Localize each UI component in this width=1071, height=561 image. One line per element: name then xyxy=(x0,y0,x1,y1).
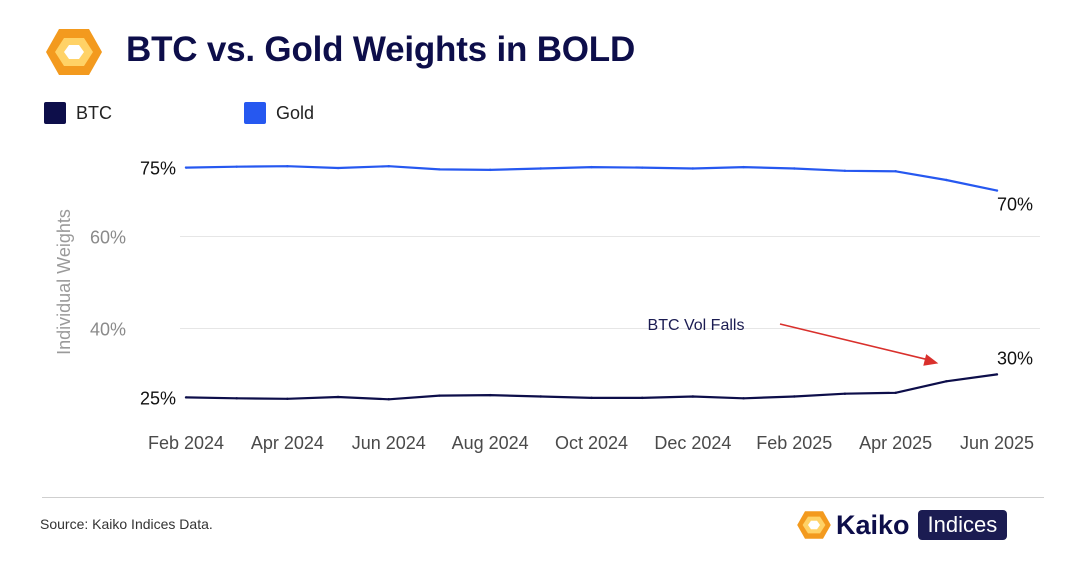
page-title: BTC vs. Gold Weights in BOLD xyxy=(126,30,636,69)
legend-item-gold: Gold xyxy=(244,102,314,124)
x-tick-label: Aug 2024 xyxy=(452,433,529,453)
data-point-gold xyxy=(843,169,847,172)
legend-item-btc: BTC xyxy=(44,102,112,124)
x-tick-label: Jun 2024 xyxy=(352,433,426,453)
series-line-gold xyxy=(185,165,998,192)
data-point-btc xyxy=(640,396,644,400)
y-tick-label: 60% xyxy=(90,228,126,248)
data-point-gold xyxy=(640,166,644,169)
data-point-btc xyxy=(286,397,289,400)
brand-tag: Indices xyxy=(917,510,1008,540)
legend-label-btc: BTC xyxy=(76,102,112,123)
data-point-btc xyxy=(235,397,238,400)
data-point-btc xyxy=(995,373,999,376)
data-point-gold xyxy=(286,165,289,168)
y-axis-title: Individual Weights xyxy=(54,209,74,355)
data-label: 30% xyxy=(997,348,1033,368)
data-label: 70% xyxy=(997,195,1033,215)
brand-name: Kaiko xyxy=(836,509,910,540)
data-point-gold xyxy=(742,165,745,169)
x-tick-label: Apr 2025 xyxy=(859,433,932,453)
data-point-btc xyxy=(438,394,441,397)
x-tick-label: Feb 2024 xyxy=(148,433,224,453)
data-point-btc xyxy=(793,395,796,398)
source-note: Source: Kaiko Indices Data. xyxy=(40,516,213,532)
data-point-btc xyxy=(336,395,340,399)
data-point-btc xyxy=(691,395,695,398)
y-tick-label: 40% xyxy=(90,319,126,339)
annotation-label: BTC Vol Falls xyxy=(648,317,745,334)
data-point-gold xyxy=(894,170,897,173)
data-point-gold xyxy=(336,166,340,170)
x-tick-label: Apr 2024 xyxy=(251,433,324,453)
data-point-gold xyxy=(995,189,999,192)
data-point-gold xyxy=(945,178,948,182)
kaiko-logo-icon xyxy=(46,29,102,75)
data-point-btc xyxy=(539,395,543,398)
data-point-gold xyxy=(184,166,188,169)
data-point-gold xyxy=(235,165,238,168)
data-point-btc xyxy=(894,391,897,395)
annotation-arrowhead xyxy=(923,354,939,366)
data-point-btc xyxy=(387,398,390,401)
data-point-btc xyxy=(742,397,745,400)
data-point-gold xyxy=(387,165,390,168)
kaiko-indices-brand: Kaiko Indices xyxy=(796,508,1008,542)
data-point-gold xyxy=(691,167,695,170)
data-label: 25% xyxy=(140,388,176,408)
data-point-gold xyxy=(539,167,543,170)
legend-swatch-gold xyxy=(244,102,266,124)
footer-divider xyxy=(42,497,1044,498)
data-label: 75% xyxy=(140,159,176,179)
data-point-btc xyxy=(843,392,847,395)
series-line-btc xyxy=(185,373,998,401)
legend-label-gold: Gold xyxy=(276,102,315,123)
x-tick-label: Dec 2024 xyxy=(654,433,731,453)
data-point-gold xyxy=(793,167,796,170)
data-point-btc xyxy=(488,393,492,397)
data-point-gold xyxy=(590,165,593,169)
x-tick-label: Oct 2024 xyxy=(555,433,628,453)
data-point-gold xyxy=(438,168,441,171)
data-point-btc xyxy=(184,396,188,399)
x-tick-label: Feb 2025 xyxy=(756,433,832,453)
data-point-gold xyxy=(488,168,492,172)
data-point-btc xyxy=(590,396,593,400)
x-tick-label: Jun 2025 xyxy=(960,433,1034,453)
annotation-arrow xyxy=(779,323,931,362)
kaiko-logo-icon xyxy=(797,511,831,539)
data-point-btc xyxy=(945,380,948,383)
legend-swatch-btc xyxy=(44,102,66,124)
